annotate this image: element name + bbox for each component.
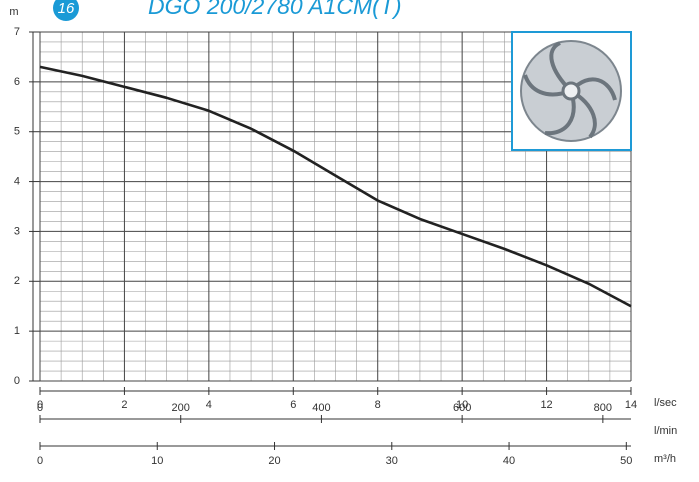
y-tick-label: 1: [14, 325, 20, 337]
x-tick-label: 0: [37, 399, 43, 411]
y-tick-label: 6: [14, 76, 20, 88]
x-tick-label: 4: [206, 399, 212, 411]
x2-tick-label: 600: [453, 402, 471, 414]
y-tick-label: 2: [14, 275, 20, 287]
x-tick-label: 8: [375, 399, 381, 411]
curve: [39, 65, 632, 308]
x3-tick-label: 20: [268, 455, 280, 467]
x2-tick-label: 0: [37, 402, 43, 414]
x3-tick-label: 30: [386, 455, 398, 467]
chart-title: DGO 200/2780 A1CM(T): [148, 0, 402, 19]
x3-axis-label: m³/h: [654, 453, 676, 465]
y-tick-label: 3: [14, 225, 20, 237]
y-tick-label: 7: [14, 26, 20, 38]
x-axis-label: l/sec: [654, 397, 677, 409]
x-tick-label: 10: [456, 399, 468, 411]
badge-text: 16: [58, 0, 75, 17]
x-tick-label: 12: [540, 399, 552, 411]
x2-tick-label: 800: [594, 402, 612, 414]
x-tick-label: 6: [290, 399, 296, 411]
x3-tick-label: 10: [151, 455, 163, 467]
impeller-image: [511, 31, 632, 151]
y-tick-label: 5: [14, 126, 20, 138]
x-tick-label: 14: [625, 399, 637, 411]
x3-tick-label: 40: [503, 455, 515, 467]
x2-axis-label: l/min: [654, 425, 677, 437]
x2-tick-label: 400: [312, 402, 330, 414]
badge: [53, 0, 79, 21]
y-tick-label: 4: [14, 175, 20, 187]
x2-tick-label: 200: [172, 402, 190, 414]
y-axis-label: m: [9, 6, 18, 18]
x3-tick-label: 50: [620, 455, 632, 467]
x-tick-label: 2: [121, 399, 127, 411]
x3-tick-label: 0: [37, 455, 43, 467]
y-tick-label: 0: [14, 375, 20, 387]
